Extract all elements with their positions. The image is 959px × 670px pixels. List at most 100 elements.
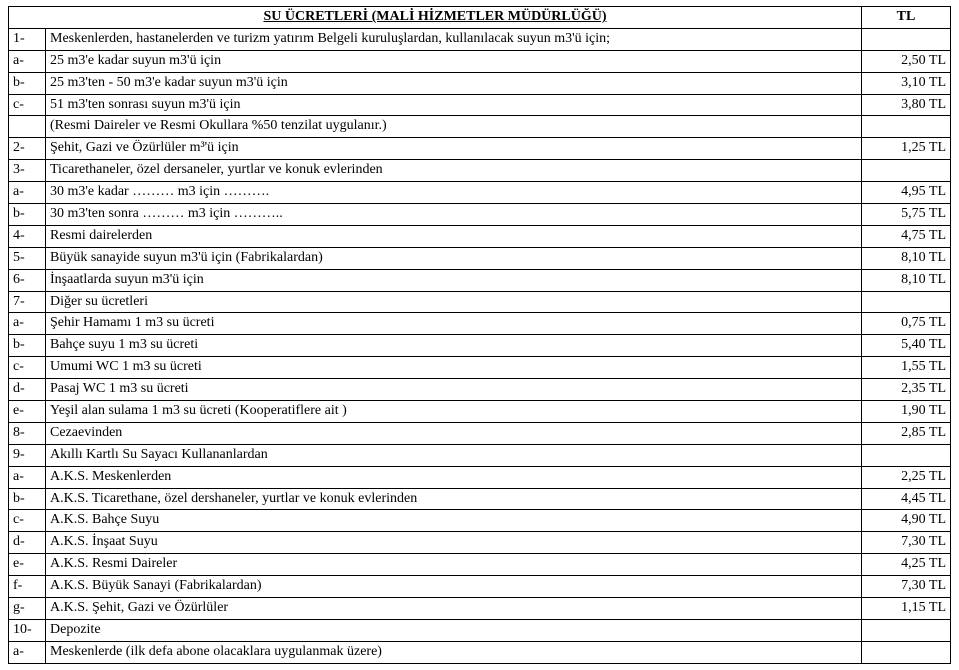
row-number: e- — [9, 401, 46, 423]
row-price: 4,95 TL — [862, 182, 951, 204]
table-row: 10-Depozite — [9, 619, 951, 641]
table-row: d-A.K.S. İnşaat Suyu7,30 TL — [9, 532, 951, 554]
row-price: 5,40 TL — [862, 335, 951, 357]
row-price: 1,25 TL — [862, 138, 951, 160]
table-row: c-A.K.S. Bahçe Suyu4,90 TL — [9, 510, 951, 532]
row-number: c- — [9, 510, 46, 532]
row-description: (Resmi Daireler ve Resmi Okullara %50 te… — [46, 116, 862, 138]
row-number: 6- — [9, 269, 46, 291]
row-number: 5- — [9, 247, 46, 269]
table-row: b-A.K.S. Ticarethane, özel dershaneler, … — [9, 488, 951, 510]
row-price — [862, 116, 951, 138]
row-number: 7- — [9, 291, 46, 313]
row-price: 2,25 TL — [862, 466, 951, 488]
row-description: Umumi WC 1 m3 su ücreti — [46, 357, 862, 379]
row-number: 4- — [9, 225, 46, 247]
row-description: Meskenlerden, hastanelerden ve turizm ya… — [46, 28, 862, 50]
row-price: 7,30 TL — [862, 532, 951, 554]
row-description: 25 m3'ten - 50 m3'e kadar suyun m3'ü içi… — [46, 72, 862, 94]
row-number: 8- — [9, 422, 46, 444]
row-description: Resmi dairelerden — [46, 225, 862, 247]
row-description: Pasaj WC 1 m3 su ücreti — [46, 379, 862, 401]
table-row: 9-Akıllı Kartlı Su Sayacı Kullananlardan — [9, 444, 951, 466]
row-price — [862, 291, 951, 313]
table-row: a-25 m3'e kadar suyun m3'ü için2,50 TL — [9, 50, 951, 72]
row-price: 1,55 TL — [862, 357, 951, 379]
table-row: e-A.K.S. Resmi Daireler4,25 TL — [9, 554, 951, 576]
row-price — [862, 28, 951, 50]
table-row: b-Bahçe suyu 1 m3 su ücreti5,40 TL — [9, 335, 951, 357]
row-description: Büyük sanayide suyun m3'ü için (Fabrikal… — [46, 247, 862, 269]
table-row: 7-Diğer su ücretleri — [9, 291, 951, 313]
row-price: 8,10 TL — [862, 247, 951, 269]
row-description: A.K.S. İnşaat Suyu — [46, 532, 862, 554]
row-number: b- — [9, 488, 46, 510]
row-number: a- — [9, 466, 46, 488]
row-number: c- — [9, 357, 46, 379]
table-row: 1-Meskenlerden, hastanelerden ve turizm … — [9, 28, 951, 50]
table-row: c-51 m3'ten sonrası suyun m3'ü için3,80 … — [9, 94, 951, 116]
row-number: a- — [9, 182, 46, 204]
row-price: 2,85 TL — [862, 422, 951, 444]
row-description: A.K.S. Büyük Sanayi (Fabrikalardan) — [46, 576, 862, 598]
table-row: d-Pasaj WC 1 m3 su ücreti2,35 TL — [9, 379, 951, 401]
row-description: Depozite — [46, 619, 862, 641]
row-number: g- — [9, 598, 46, 620]
row-description: Cezaevinden — [46, 422, 862, 444]
row-description: 25 m3'e kadar suyun m3'ü için — [46, 50, 862, 72]
row-price: 8,10 TL — [862, 269, 951, 291]
row-description: 30 m3'ten sonra ……… m3 için ……….. — [46, 204, 862, 226]
row-number: 10- — [9, 619, 46, 641]
row-number: d- — [9, 532, 46, 554]
table-row: 6-İnşaatlarda suyun m3'ü için8,10 TL — [9, 269, 951, 291]
row-number — [9, 116, 46, 138]
row-number: b- — [9, 204, 46, 226]
row-description: A.K.S. Bahçe Suyu — [46, 510, 862, 532]
table-row: g-A.K.S. Şehit, Gazi ve Özürlüler1,15 TL — [9, 598, 951, 620]
row-description: 51 m3'ten sonrası suyun m3'ü için — [46, 94, 862, 116]
fees-table: SU ÜCRETLERİ (MALİ HİZMETLER MÜDÜRLÜĞÜ) … — [8, 6, 951, 664]
row-price — [862, 619, 951, 641]
row-number: c- — [9, 94, 46, 116]
row-price: 4,90 TL — [862, 510, 951, 532]
table-row: b-25 m3'ten - 50 m3'e kadar suyun m3'ü i… — [9, 72, 951, 94]
row-price: 1,90 TL — [862, 401, 951, 423]
row-number: a- — [9, 50, 46, 72]
row-description: Meskenlerde (ilk defa abone olacaklara u… — [46, 641, 862, 663]
row-description: Yeşil alan sulama 1 m3 su ücreti (Kooper… — [46, 401, 862, 423]
table-unit: TL — [862, 7, 951, 29]
row-description: A.K.S. Ticarethane, özel dershaneler, yu… — [46, 488, 862, 510]
row-price: 3,80 TL — [862, 94, 951, 116]
table-row: 3-Ticarethaneler, özel dersaneler, yurtl… — [9, 160, 951, 182]
row-number: d- — [9, 379, 46, 401]
table-row: e-Yeşil alan sulama 1 m3 su ücreti (Koop… — [9, 401, 951, 423]
row-description: Şehir Hamamı 1 m3 su ücreti — [46, 313, 862, 335]
row-price: 4,75 TL — [862, 225, 951, 247]
row-description: A.K.S. Meskenlerden — [46, 466, 862, 488]
table-row: c-Umumi WC 1 m3 su ücreti1,55 TL — [9, 357, 951, 379]
row-number: a- — [9, 313, 46, 335]
row-description: İnşaatlarda suyun m3'ü için — [46, 269, 862, 291]
row-price: 1,15 TL — [862, 598, 951, 620]
row-price: 0,75 TL — [862, 313, 951, 335]
table-row: 4-Resmi dairelerden4,75 TL — [9, 225, 951, 247]
table-row: a-30 m3'e kadar ……… m3 için ……….4,95 TL — [9, 182, 951, 204]
table-row: b-30 m3'ten sonra ……… m3 için ………..5,75 … — [9, 204, 951, 226]
row-number: 3- — [9, 160, 46, 182]
row-price — [862, 444, 951, 466]
table-row: a-Şehir Hamamı 1 m3 su ücreti0,75 TL — [9, 313, 951, 335]
row-description: Akıllı Kartlı Su Sayacı Kullananlardan — [46, 444, 862, 466]
row-number: a- — [9, 641, 46, 663]
row-number: b- — [9, 335, 46, 357]
row-description: Şehit, Gazi ve Özürlüler m³'ü için — [46, 138, 862, 160]
row-price: 2,50 TL — [862, 50, 951, 72]
row-price: 4,25 TL — [862, 554, 951, 576]
table-row: a-Meskenlerde (ilk defa abone olacaklara… — [9, 641, 951, 663]
table-row: a-A.K.S. Meskenlerden2,25 TL — [9, 466, 951, 488]
row-price — [862, 160, 951, 182]
row-number: 2- — [9, 138, 46, 160]
row-price: 3,10 TL — [862, 72, 951, 94]
row-price: 4,45 TL — [862, 488, 951, 510]
row-description: A.K.S. Resmi Daireler — [46, 554, 862, 576]
row-description: Bahçe suyu 1 m3 su ücreti — [46, 335, 862, 357]
